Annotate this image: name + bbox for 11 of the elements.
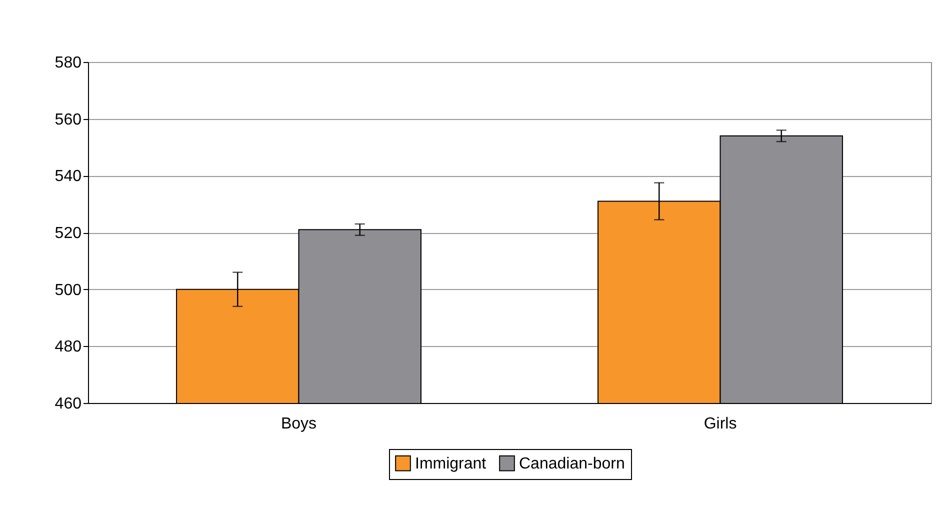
y-tick-label: 480 [54,338,82,356]
x-tick-label: Girls [704,416,737,432]
y-tick-label: 580 [54,54,82,72]
legend-label: Canadian-born [519,455,625,472]
x-tick-label: Boys [280,416,317,432]
y-tick-label: 540 [54,168,82,186]
y-tick-label: 520 [54,225,82,242]
y-tick-label: 500 [54,282,82,299]
y-tick-label: 560 [54,111,82,128]
y-tick-label: 460 [54,396,82,412]
legend-label: Immigrant [415,455,487,472]
